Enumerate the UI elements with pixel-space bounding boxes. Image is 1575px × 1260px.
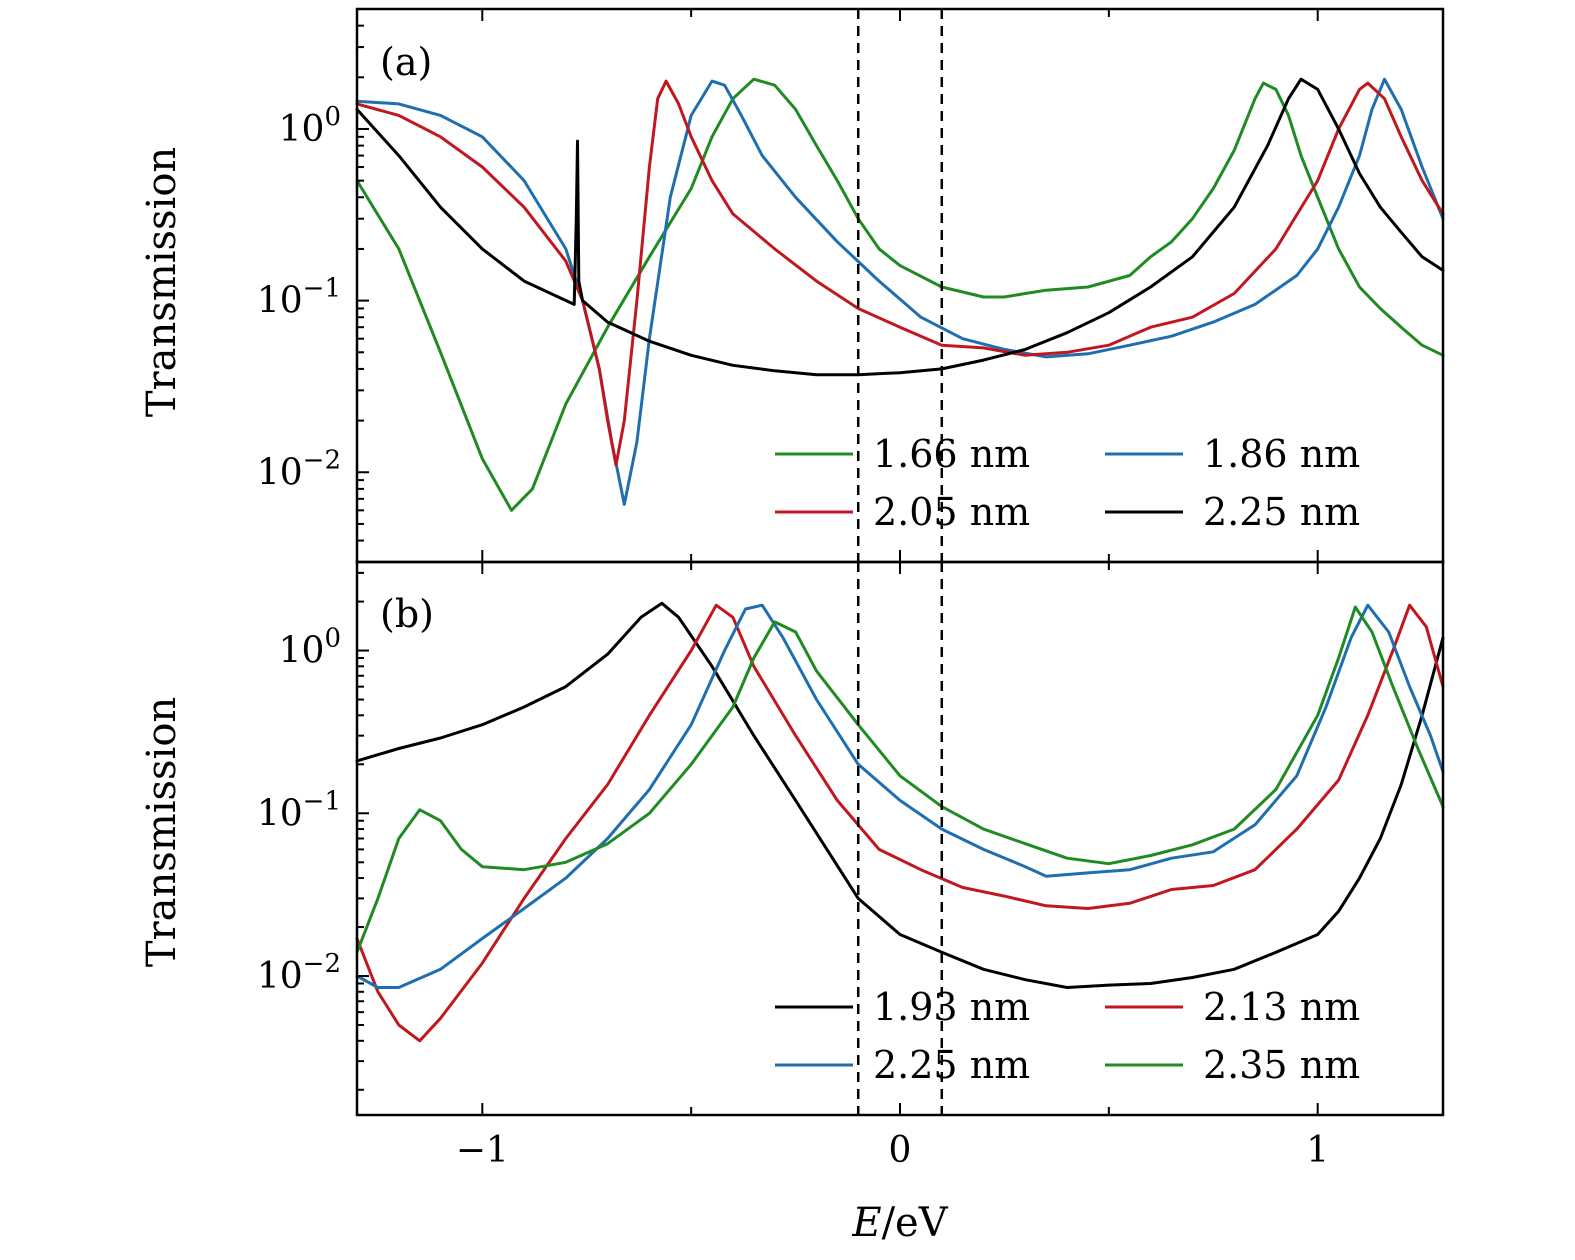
- legend-label: 2.05 nm: [873, 490, 1030, 534]
- y-tick-base: 10: [279, 109, 325, 150]
- legend-item: 2.05 nm: [775, 490, 1030, 534]
- series-line-213-b: [355, 603, 1445, 1043]
- panel-b-series: [355, 601, 1445, 1043]
- legend-item: 2.13 nm: [1105, 985, 1360, 1029]
- panel-b-ylabel: Transmission: [139, 697, 185, 967]
- y-tick-exp: −2: [303, 445, 341, 475]
- panel-b-legend: 1.93 nm 2.13 nm 2.25 nm 2.35 nm: [775, 985, 1360, 1087]
- y-tick-label-a: 10−1: [257, 274, 341, 322]
- panel-a: (a) Transmission 1.66 nm 1.86 nm 2.05 nm 2.…: [139, 7, 1445, 564]
- legend-item: 1.86 nm: [1105, 432, 1360, 476]
- x-tick-label: 1: [1306, 1130, 1329, 1171]
- series-line-205-a: [355, 79, 1445, 467]
- panel-b-label: (b): [380, 592, 434, 636]
- panel-b-frame: [355, 560, 1445, 1117]
- series-line-225-b: [355, 603, 1445, 989]
- x-tick-label: 0: [889, 1130, 912, 1171]
- y-tick-exp: 0: [324, 102, 341, 132]
- series-line-235-b: [355, 605, 1445, 954]
- panel-a-markers: [856, 9, 944, 562]
- y-tick-base: 10: [257, 956, 303, 997]
- y-tick-label-b: 100: [279, 624, 341, 672]
- legend-item: 1.93 nm: [775, 985, 1030, 1029]
- x-axis-title-var: E: [851, 1200, 881, 1246]
- panel-a-label: (a): [380, 40, 432, 84]
- y-tick-base: 10: [257, 281, 303, 322]
- y-tick-exp: −2: [303, 949, 341, 979]
- y-tick-exp: −1: [303, 274, 341, 304]
- panel-a-ylabel: Transmission: [139, 147, 185, 417]
- panel-b-ticks: [357, 562, 1319, 1115]
- x-axis-title: E/eV: [851, 1200, 948, 1246]
- series-line-193-b: [355, 601, 1445, 989]
- y-tick-label-a: 10−2: [257, 445, 341, 493]
- panel-b-markers: [856, 562, 944, 1115]
- legend-item: 2.25 nm: [775, 1043, 1030, 1087]
- y-tick-exp: 0: [324, 624, 341, 654]
- panel-b: (b) Transmission 1.93 nm 2.13 nm 2.25 nm 2.…: [139, 560, 1445, 1117]
- series-line-166-a: [355, 77, 1445, 512]
- y-tick-label-b: 10−2: [257, 949, 341, 997]
- y-tick-exp: −1: [303, 786, 341, 816]
- legend-item: 2.35 nm: [1105, 1043, 1360, 1087]
- y-tick-base: 10: [257, 793, 303, 834]
- y-tick-label-a: 100: [279, 102, 341, 150]
- legend-label: 1.93 nm: [873, 985, 1030, 1029]
- legend-label: 1.86 nm: [1203, 432, 1360, 476]
- legend-item: 2.25 nm: [1105, 490, 1360, 534]
- panel-a-series: [355, 77, 1445, 512]
- legend-item: 1.66 nm: [775, 432, 1030, 476]
- series-line-225-a: [355, 77, 1445, 377]
- x-tick-label: −1: [456, 1130, 509, 1171]
- legend-label: 2.13 nm: [1203, 985, 1360, 1029]
- y-tick-base: 10: [279, 631, 325, 672]
- legend-label: 2.25 nm: [1203, 490, 1360, 534]
- x-tick-labels: −1 0 1: [456, 1130, 1329, 1171]
- x-axis-title-unit: /eV: [882, 1200, 949, 1246]
- y-tick-base: 10: [257, 452, 303, 493]
- legend-label: 1.66 nm: [873, 432, 1030, 476]
- panel-a-legend: 1.66 nm 1.86 nm 2.05 nm 2.25 nm: [775, 432, 1360, 534]
- panel-a-ticks: [357, 8, 1319, 563]
- legend-label: 2.25 nm: [873, 1043, 1030, 1087]
- legend-label: 2.35 nm: [1203, 1043, 1360, 1087]
- y-tick-label-b: 10−1: [257, 786, 341, 834]
